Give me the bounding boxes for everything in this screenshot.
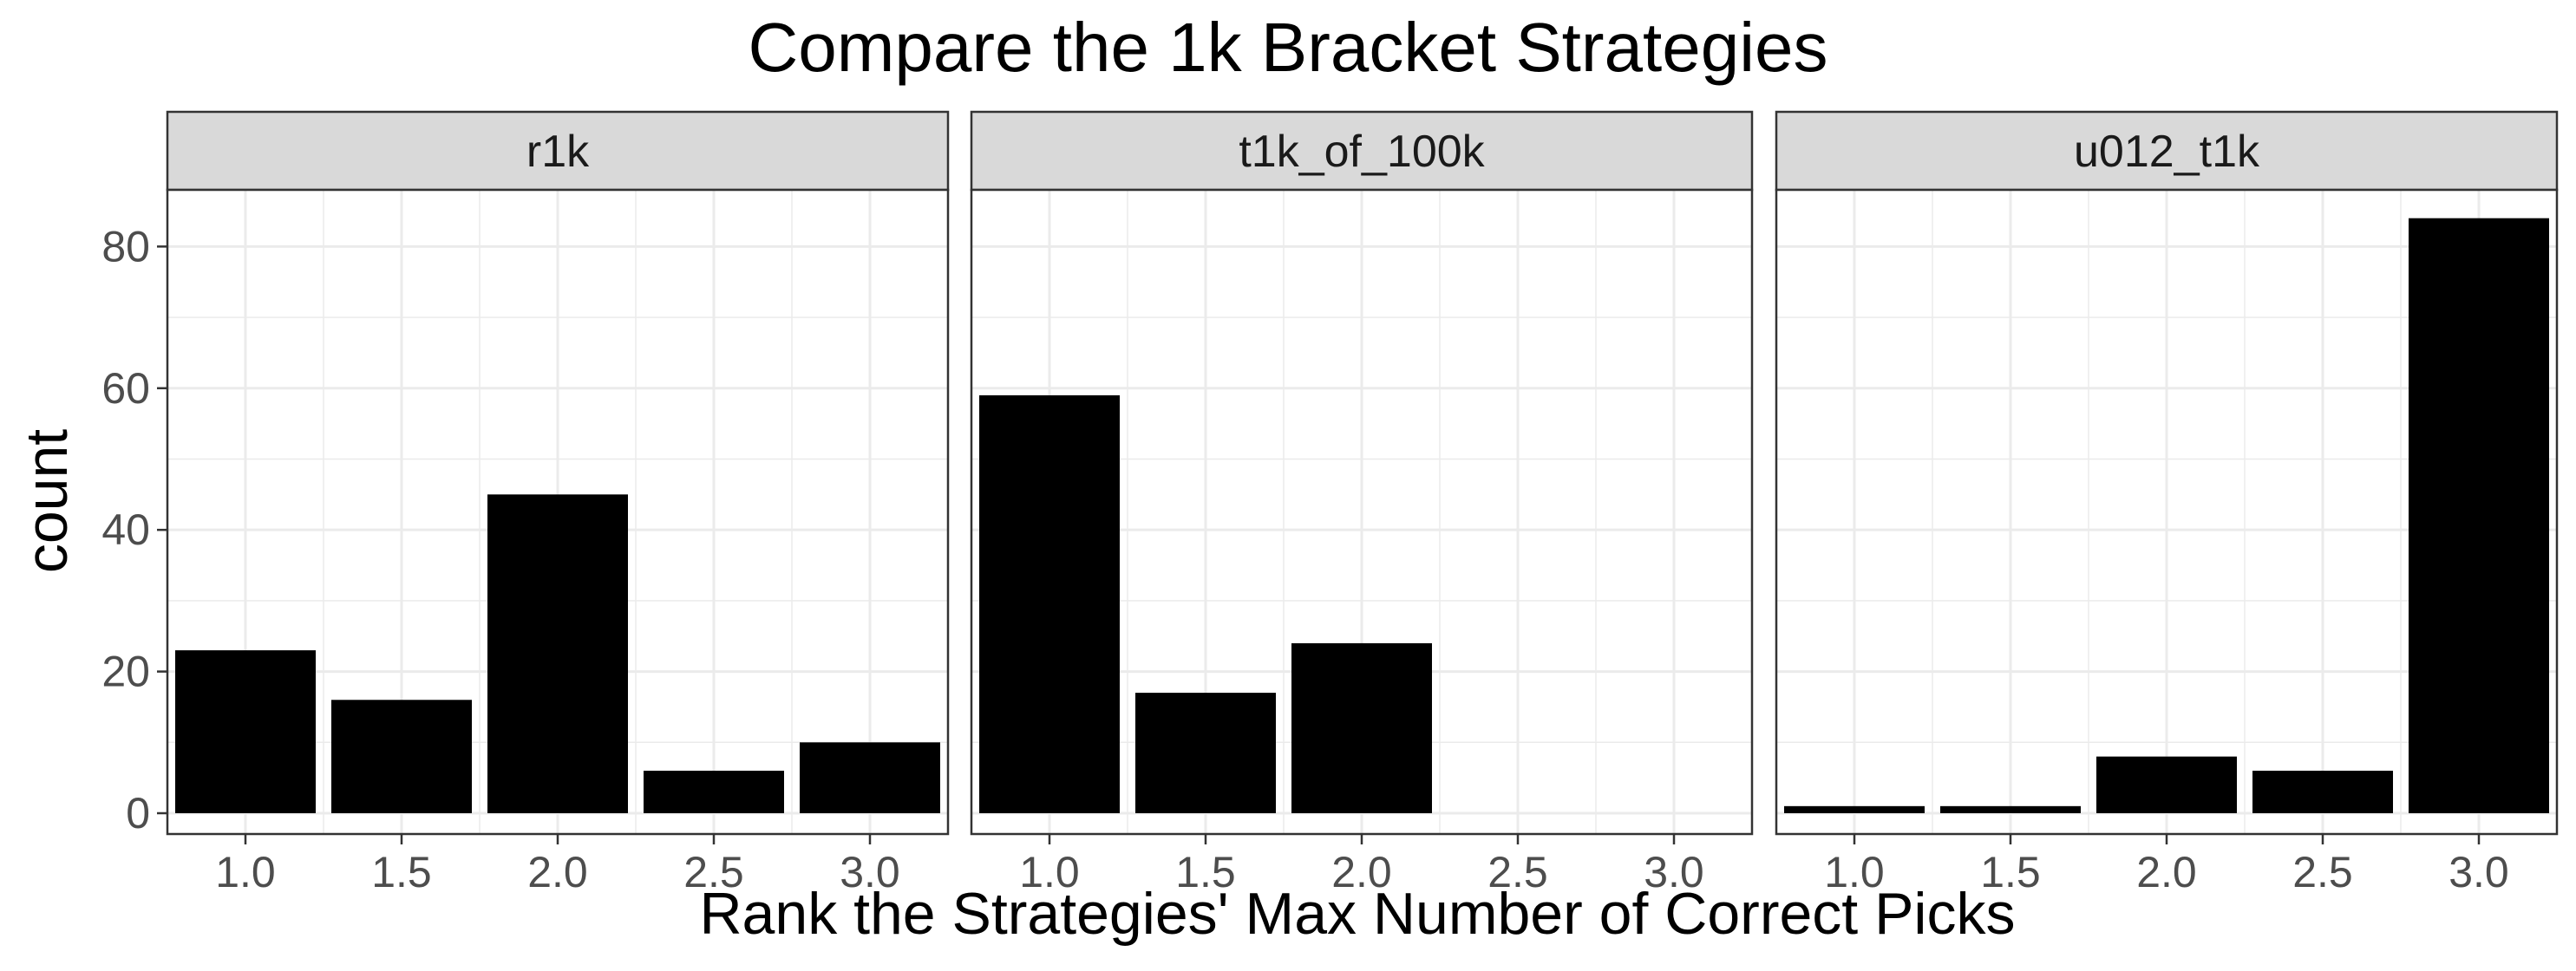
x-tick-label: 1.0 xyxy=(1019,848,1080,896)
y-axis-title: count xyxy=(14,429,80,573)
x-tick-label: 1.5 xyxy=(371,848,432,896)
facet-panel-r1k: r1k 1.0 1.5 2.0 2.5 3.0 xyxy=(166,110,950,896)
facet-panels: r1k 1.0 1.5 2.0 2.5 3.0 t1k_of_100k 1.0 1.5 2.0 2.… xyxy=(166,110,2559,896)
bar-t1k_of_100k-2.0 xyxy=(1291,642,1432,813)
facet-panel-t1k_of_100k: t1k_of_100k 1.0 1.5 2.0 2.5 3.0 xyxy=(970,110,1754,896)
bar-r1k-1.5 xyxy=(331,700,472,813)
y-tick-label: 0 xyxy=(126,789,150,837)
bar-r1k-1.0 xyxy=(175,650,316,813)
x-tick-label: 2.0 xyxy=(527,848,588,896)
x-tick-label: 2.5 xyxy=(1487,848,1548,896)
facet-strip-label: t1k_of_100k xyxy=(1239,127,1485,177)
bar-u012_t1k-2.0 xyxy=(2096,756,2237,813)
bar-u012_t1k-1.0 xyxy=(1784,805,1925,813)
y-axis: 0 20 40 60 80 xyxy=(101,222,167,837)
x-tick-label: 1.0 xyxy=(1824,848,1885,896)
x-tick-label: 3.0 xyxy=(1644,848,1704,896)
x-tick-label: 1.0 xyxy=(215,848,276,896)
facet-strip xyxy=(1775,110,2559,192)
y-tick-label: 80 xyxy=(101,222,150,270)
y-tick-label: 60 xyxy=(101,364,150,413)
x-axis-title: Rank the Strategies' Max Number of Corre… xyxy=(699,881,2015,947)
facet-strip xyxy=(970,110,1754,192)
bar-u012_t1k-3.0 xyxy=(2409,218,2549,813)
bar-u012_t1k-1.5 xyxy=(1940,805,2081,813)
facet-strip xyxy=(166,110,950,192)
facet-panel-u012_t1k: u012_t1k 1.0 1.5 2.0 2.5 3.0 xyxy=(1775,110,2559,896)
bar-u012_t1k-2.5 xyxy=(2252,770,2393,813)
bar-r1k-2.0 xyxy=(487,494,628,813)
bar-t1k_of_100k-1.5 xyxy=(1135,693,1276,813)
x-tick-label: 3.0 xyxy=(840,848,900,896)
x-tick-label: 1.5 xyxy=(1980,848,2041,896)
facet-strip-label: r1k xyxy=(526,127,590,177)
bar-t1k_of_100k-1.0 xyxy=(979,394,1120,813)
x-tick-label: 1.5 xyxy=(1175,848,1236,896)
bar-r1k-3.0 xyxy=(800,742,940,813)
facet-strip-label: u012_t1k xyxy=(2074,127,2260,177)
y-tick-label: 40 xyxy=(101,505,150,554)
x-tick-label: 2.0 xyxy=(1331,848,1392,896)
x-tick-label: 2.5 xyxy=(2292,848,2353,896)
chart-title: Compare the 1k Bracket Strategies xyxy=(748,9,1827,86)
x-tick-label: 2.0 xyxy=(2136,848,2197,896)
y-tick-label: 20 xyxy=(101,648,150,696)
x-tick-label: 2.5 xyxy=(683,848,744,896)
bar-r1k-2.5 xyxy=(644,770,784,813)
x-tick-label: 3.0 xyxy=(2449,848,2509,896)
